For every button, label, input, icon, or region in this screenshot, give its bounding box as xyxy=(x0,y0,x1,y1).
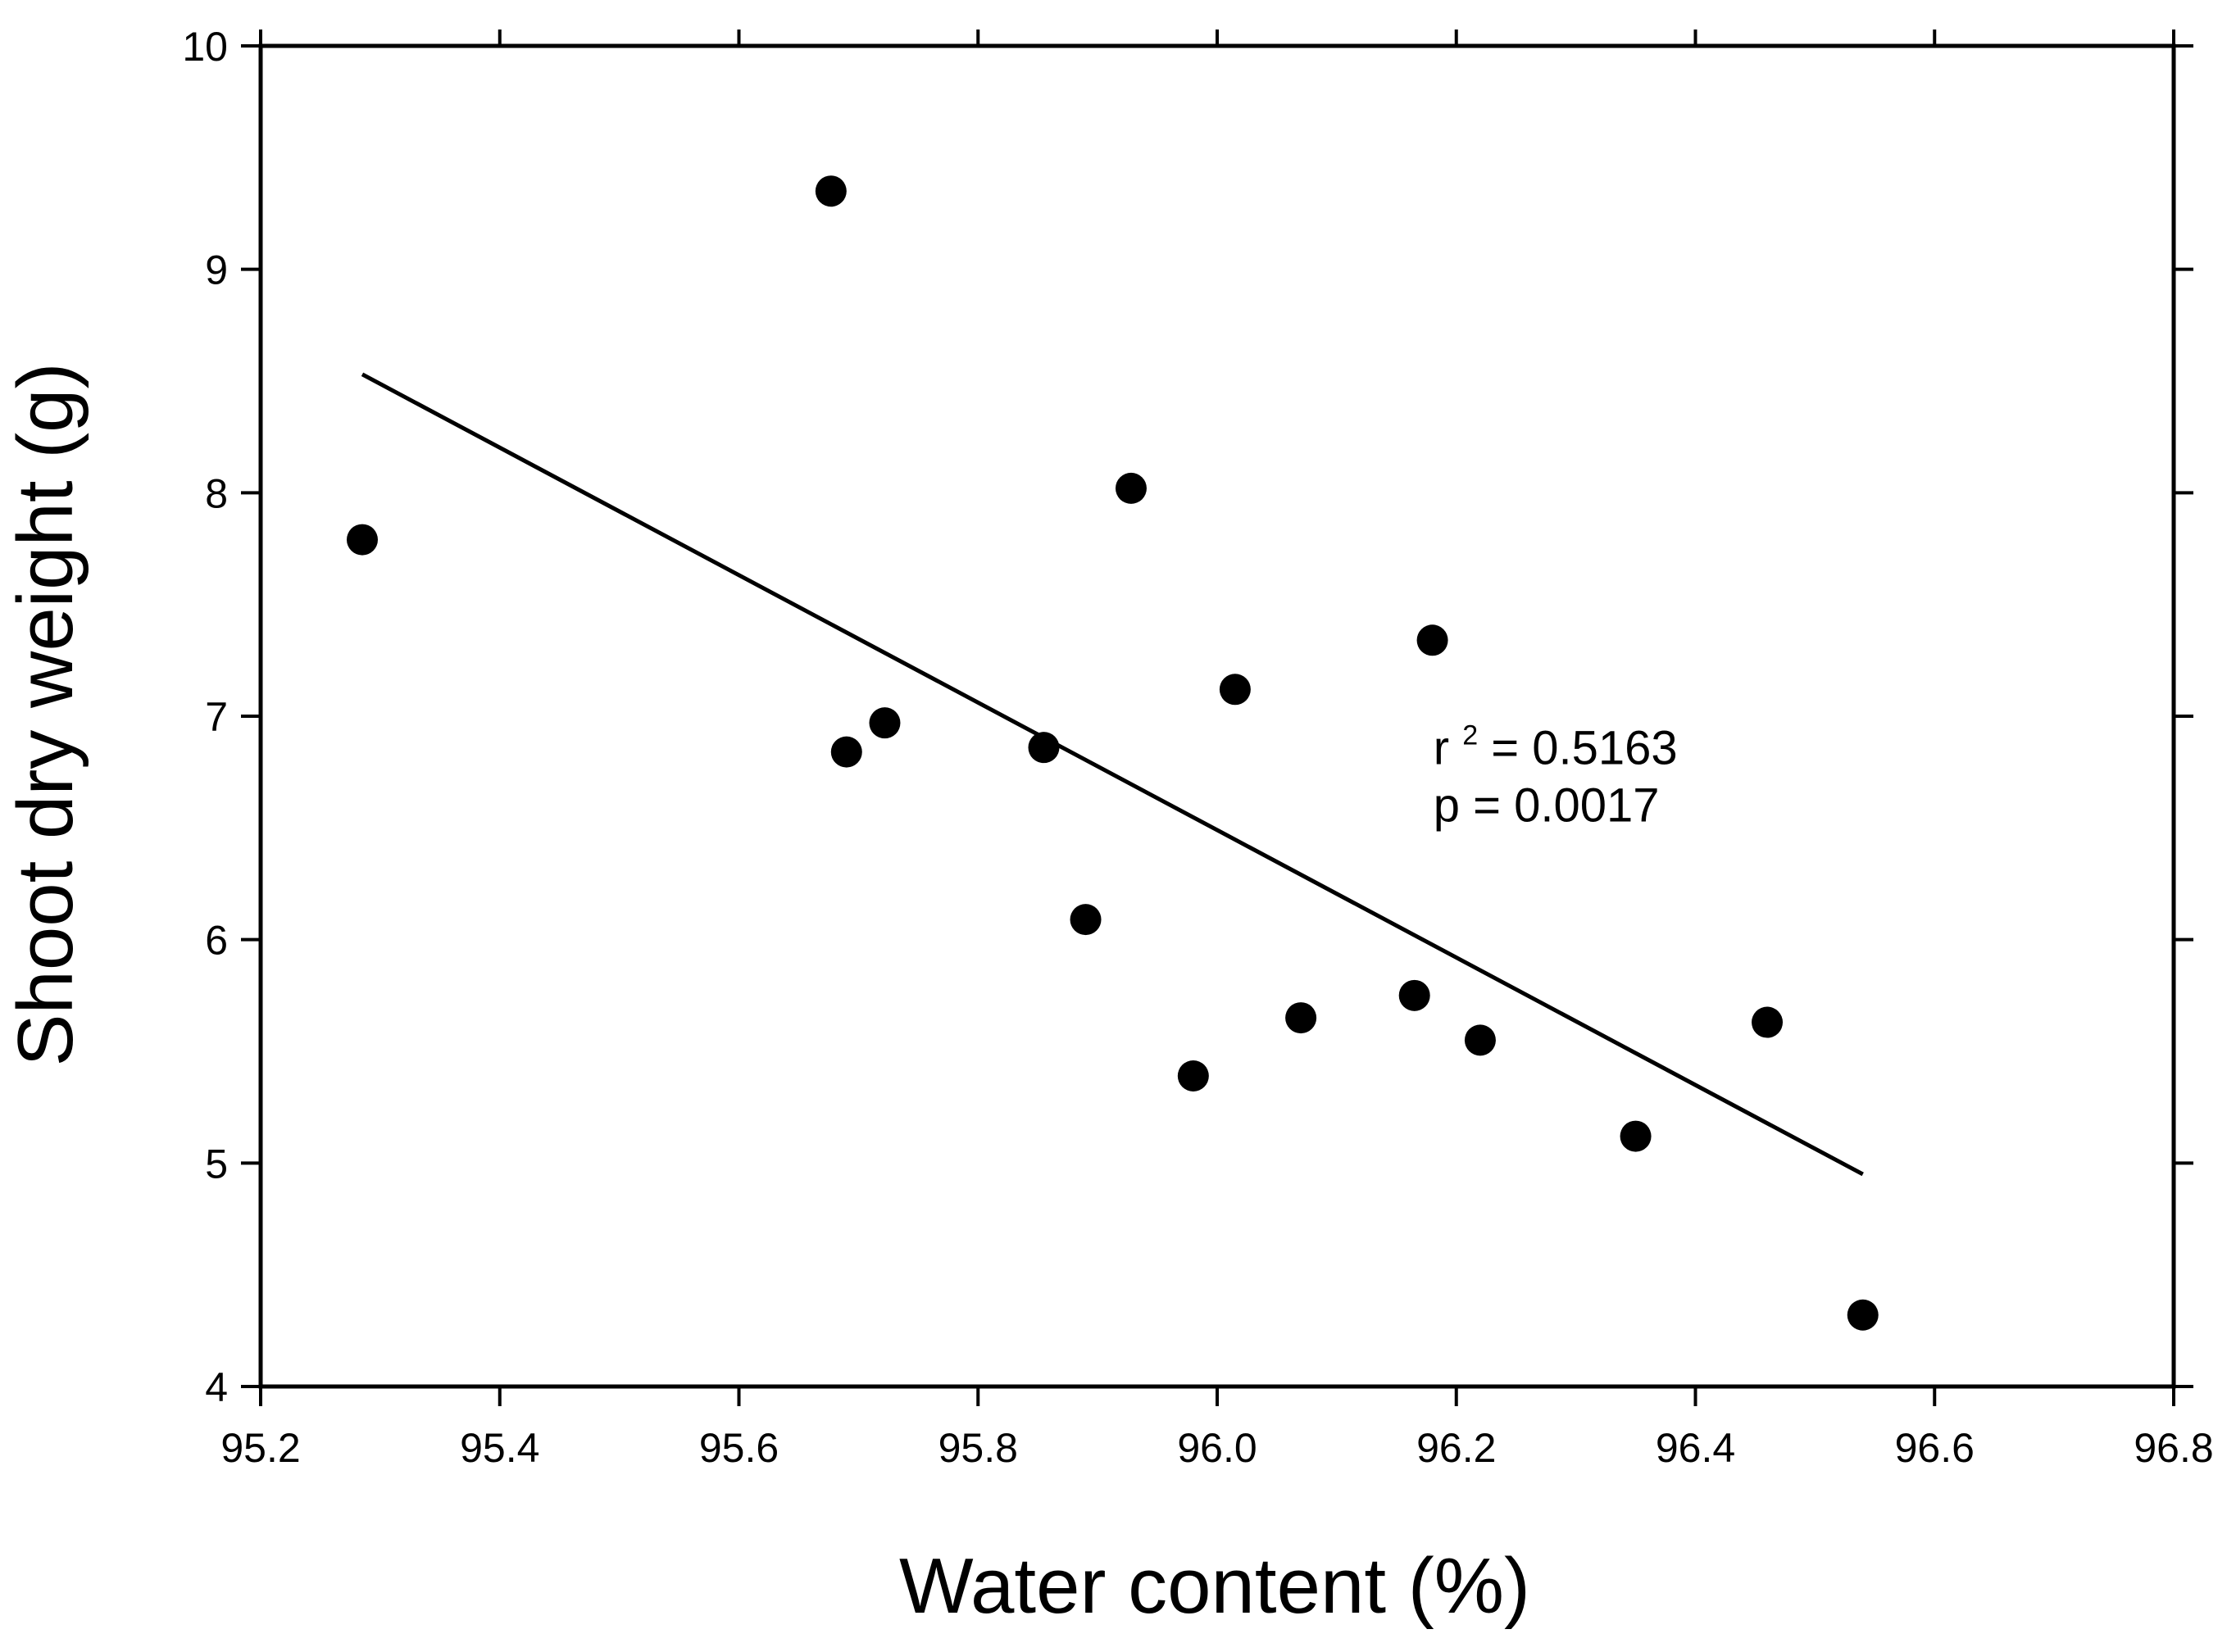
x-tick-label: 96.8 xyxy=(2134,1425,2213,1471)
data-point xyxy=(1847,1299,1879,1331)
y-tick-label: 10 xyxy=(182,24,228,70)
data-point xyxy=(869,707,901,739)
y-tick-label: 4 xyxy=(205,1364,228,1410)
x-axis-ticks: 95.2 95.4 95.6 95.8 96.0 96.2 96.4 96.6 96.8 xyxy=(220,30,2214,1471)
y-tick-label: 8 xyxy=(205,470,228,516)
data-point xyxy=(1177,1060,1209,1092)
x-tick-label: 95.6 xyxy=(699,1425,779,1471)
r-symbol: r xyxy=(1434,721,1449,774)
data-point xyxy=(1070,904,1102,936)
data-point xyxy=(346,524,378,556)
data-point xyxy=(1752,1006,1784,1038)
data-points xyxy=(346,175,1879,1331)
data-point xyxy=(1285,1002,1317,1034)
r-squared-value: = 0.5163 xyxy=(1491,721,1677,774)
data-point xyxy=(1464,1024,1496,1056)
plot-border xyxy=(258,43,2176,1389)
y-axis-ticks: 4 5 6 7 8 9 10 xyxy=(182,24,2193,1410)
x-tick-label: 95.2 xyxy=(220,1425,300,1471)
data-point xyxy=(830,736,862,768)
x-tick-label: 95.4 xyxy=(460,1425,539,1471)
data-point xyxy=(1028,732,1060,764)
data-point xyxy=(1115,472,1147,504)
plot-frame xyxy=(258,43,2176,1389)
y-tick-label: 9 xyxy=(205,247,228,293)
x-tick-label: 96.4 xyxy=(1656,1425,1735,1471)
data-point xyxy=(1398,979,1430,1011)
x-tick-label: 96.6 xyxy=(1895,1425,1975,1471)
x-tick-label: 96.0 xyxy=(1177,1425,1257,1471)
r-squared-annotation: r 2 = 0.5163 xyxy=(1434,701,1678,774)
y-tick-label: 5 xyxy=(205,1141,228,1187)
x-tick-label: 96.2 xyxy=(1416,1425,1496,1471)
regression-line xyxy=(361,372,1864,1177)
data-point xyxy=(1620,1120,1652,1152)
regression-line-group xyxy=(361,372,1864,1177)
r-superscript: 2 xyxy=(1462,719,1478,751)
y-tick-label: 7 xyxy=(205,694,228,740)
x-axis-title: Water content (%) xyxy=(899,1542,1530,1630)
y-tick-label: 6 xyxy=(205,918,228,964)
data-point xyxy=(1416,624,1448,656)
y-axis-title: Shoot dry weight (g) xyxy=(2,362,89,1066)
data-point xyxy=(1219,674,1251,706)
x-tick-label: 95.8 xyxy=(938,1425,1018,1471)
p-value-annotation: p = 0.0017 xyxy=(1434,778,1660,832)
data-point xyxy=(815,175,847,207)
